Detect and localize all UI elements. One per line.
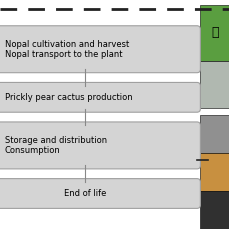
Bar [200, 153, 229, 191]
Text: Prickly pear cactus production: Prickly pear cactus production [5, 93, 132, 102]
Bar [200, 5, 229, 61]
Bar [200, 191, 229, 229]
Text: End of life: End of life [63, 189, 106, 198]
Text: Storage and distribution
Consumption: Storage and distribution Consumption [5, 136, 107, 155]
Text: Nopal cultivation and harvest
Nopal transport to the plant: Nopal cultivation and harvest Nopal tran… [5, 40, 129, 59]
Bar [200, 114, 229, 153]
Bar [200, 61, 229, 108]
FancyBboxPatch shape [0, 179, 200, 208]
FancyBboxPatch shape [0, 82, 200, 112]
FancyBboxPatch shape [0, 26, 200, 73]
Text: 🌿: 🌿 [211, 26, 218, 39]
FancyBboxPatch shape [0, 122, 200, 169]
